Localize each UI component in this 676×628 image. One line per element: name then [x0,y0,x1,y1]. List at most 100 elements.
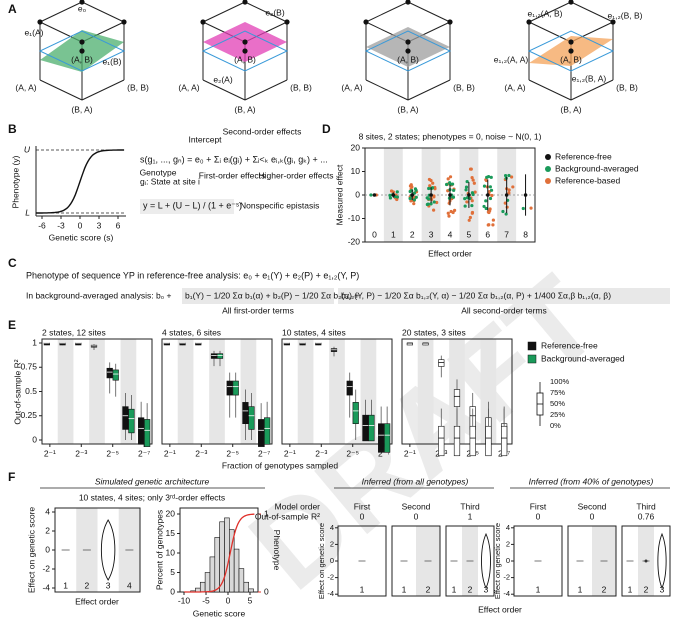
genotype-label: (A, B) [234,54,256,64]
sample-dot [470,210,475,215]
sample-dot [412,202,416,206]
section-subtitle: 10 states, 4 sites; only 3ʳᵈ-order effec… [79,492,225,502]
equation-line: Phenotype of sequence YP in reference-fr… [26,270,359,280]
tick-label: -2 [42,563,50,573]
section-title: Inferred (from all genotypes) [362,476,469,486]
tick-label: -5 [202,595,210,605]
legend-label: Reference-free [541,340,598,350]
cube-edge [202,79,246,101]
cube-edge [365,1,409,23]
sample-dot [410,193,415,197]
tick-label: 2⁻³ [75,448,87,458]
band [57,339,74,444]
histogram-bar [243,581,249,593]
sample-dot [486,175,491,179]
sample-dot [488,185,492,189]
category-label: 3 [429,229,434,239]
box [378,423,385,453]
tick-label: -4 [503,589,510,598]
cube-edge [365,79,409,101]
box [469,425,476,457]
chart-title: 8 sites, 2 states; phenotypes = 0, noise… [359,131,542,141]
cube-edge [528,79,572,101]
band [297,339,314,444]
model-label: First [530,501,547,511]
category-label: 4 [127,580,132,590]
genotype-label: (A, B) [560,54,582,64]
sample-dot [408,189,412,194]
sample-dot [414,188,418,192]
tick-label: 1 [32,337,37,347]
histogram-bar [248,588,254,593]
sample-dot [372,193,377,197]
cube-edge [407,1,451,23]
category-label: 1 [402,584,407,594]
axis-title: Effect order [428,248,472,258]
annotation: Nonspecific epistasis [240,200,319,210]
tick-label: 2⁻¹ [164,448,176,458]
vertex-dot [284,19,290,25]
tick-label: 20 [351,142,361,152]
vertex-dot [363,19,369,25]
vertex-dot [242,39,248,45]
sample-dot [432,200,436,204]
section-title: Inferred (from 40% of genotypes) [529,476,654,486]
r2-value: 1 [468,511,473,521]
sample-dot [408,196,412,201]
tick-label: 2 [330,539,334,548]
axis-mark-label: U [24,144,31,154]
sample-dot [482,184,487,188]
category-label: 2 [468,584,473,594]
sample-dot [468,167,473,171]
axis-title: Effect on genetic score [493,523,502,599]
sample-dot [491,223,495,227]
equation: s(g₁, ..., gₙ) = e₀ + Σᵢ eᵢ(gᵢ) + Σᵢ<ₖ e… [140,154,328,164]
legend-label: Background-averaged [541,353,625,363]
box [216,353,224,359]
box [210,353,218,359]
vertex-dot [447,19,453,25]
sample-dot [484,178,489,183]
tick-label: 15 [166,528,176,538]
effect-label: e₁(A) [25,27,44,37]
tick-label: 10 [351,166,361,176]
genotype-label: (A, A) [15,82,36,92]
tick-label: 0 [45,544,50,554]
tick-label: -10 [178,595,191,605]
axis-title: Fraction of genotypes sampled [222,460,339,470]
vertex-dot [121,19,127,25]
sample-dot [428,184,432,188]
plot-frame [621,525,671,597]
cube-edge [407,79,451,101]
violin [657,532,667,590]
vertex-dot [405,0,411,5]
histogram-bar [214,537,220,593]
annotation: gᵢ: State at site i [140,176,200,186]
cube-edge [528,1,572,23]
sample-dot [465,196,470,200]
sample-dot [470,203,474,208]
key-label: 25% [550,410,565,419]
category-label: 7 [504,229,509,239]
sample-dot [470,191,475,195]
genotype-label: (A, A) [504,82,525,92]
legend-swatch [545,178,551,184]
band [417,339,434,444]
sample-dot [464,188,468,192]
equation: y = L + (U − L) / (1 + e⁻ˢ) [143,200,242,210]
vertex-dot [79,0,85,5]
tick-label: 4 [506,523,510,532]
cube-edge [81,79,125,101]
category-label: 3 [106,580,111,590]
sample-dot [472,181,476,185]
band [329,339,345,444]
sample-dot [529,206,533,210]
sample-dot [427,186,431,191]
sample-dot [447,214,451,218]
r2-value: 0.76 [638,511,655,521]
vertex-dot [37,19,43,25]
sample-dot [449,209,453,214]
violin [481,532,491,590]
vertex-dot [200,19,206,25]
tick-label: 0 [170,586,175,596]
